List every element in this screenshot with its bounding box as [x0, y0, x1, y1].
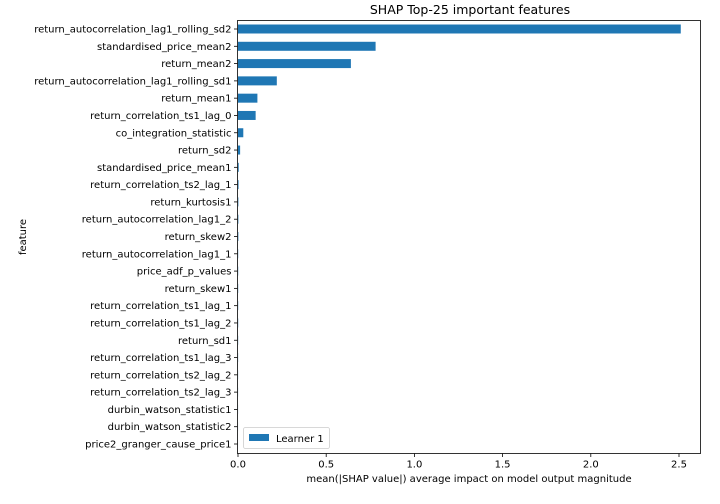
- x-tick-label: 0.5: [318, 460, 334, 471]
- bar-standardised-price-mean1: [238, 162, 239, 172]
- y-tick-label: return_autocorrelation_lag1_rolling_sd1: [34, 76, 231, 87]
- x-tick-label: 2.5: [671, 460, 687, 471]
- y-tick-label: return_sd2: [178, 146, 232, 157]
- y-tick-label: return_correlation_ts1_lag_3: [90, 353, 231, 364]
- chart-title: SHAP Top-25 important features: [370, 2, 570, 17]
- x-axis-label: mean(|SHAP value|) average impact on mod…: [306, 474, 631, 485]
- y-tick-label: return_autocorrelation_lag1_2: [82, 215, 232, 226]
- bar-return-mean1: [238, 93, 258, 103]
- y-tick-label: standardised_price_mean1: [97, 163, 231, 174]
- y-tick-label: return_correlation_ts2_lag_1: [90, 180, 231, 191]
- y-tick-label: price_adf_p_values: [137, 267, 232, 278]
- y-tick-label: return_correlation_ts2_lag_2: [90, 370, 231, 381]
- plot-frame: [237, 20, 701, 454]
- bar-return-sd2: [238, 145, 241, 155]
- x-axis-ticks: 0.0 0.5 1.0 1.5 2.0 2.5: [230, 453, 687, 471]
- x-tick-label: 1.5: [495, 460, 511, 471]
- y-tick-label: return_correlation_ts1_lag_0: [90, 111, 231, 122]
- y-tick-label: return_skew2: [165, 232, 232, 243]
- legend-swatch: [249, 434, 269, 441]
- y-tick-label: durbin_watson_statistic1: [108, 405, 232, 416]
- bar-return-correlation-ts2-lag-1: [238, 180, 239, 190]
- y-tick-label: standardised_price_mean2: [97, 42, 231, 53]
- y-tick-label: return_kurtosis1: [150, 197, 231, 208]
- legend-entry-learner-1: Learner 1: [276, 434, 324, 445]
- y-tick-label: return_sd1: [178, 336, 232, 347]
- x-tick-label: 2.0: [583, 460, 599, 471]
- y-axis-label: feature: [18, 219, 29, 255]
- y-tick-label: co_integration_statistic: [116, 128, 232, 139]
- bar-return-autocorrelation-lag1-rolling-sd2: [238, 24, 681, 34]
- y-axis-ticks: return_autocorrelation_lag1_rolling_sd2s…: [34, 25, 238, 451]
- bar-return-autocorrelation-lag1-rolling-sd1: [238, 76, 277, 86]
- x-tick-label: 1.0: [406, 460, 422, 471]
- y-tick-label: return_skew1: [165, 284, 232, 295]
- bar-standardised-price-mean2: [238, 41, 376, 51]
- y-tick-label: return_correlation_ts1_lag_1: [90, 301, 231, 312]
- y-tick-label: return_autocorrelation_lag1_rolling_sd2: [34, 25, 231, 36]
- y-tick-label: return_correlation_ts2_lag_3: [90, 388, 231, 399]
- bar-return-correlation-ts1-lag-0: [238, 110, 256, 120]
- y-tick-label: return_autocorrelation_lag1_1: [82, 249, 232, 260]
- legend-box: [243, 427, 330, 449]
- bar-co-integration-statistic: [238, 128, 244, 138]
- y-tick-label: price2_granger_cause_price1: [85, 440, 231, 451]
- bars-group: [238, 24, 681, 449]
- bar-return-mean2: [238, 59, 351, 69]
- legend: Learner 1: [243, 427, 330, 449]
- x-tick-label: 0.0: [230, 460, 246, 471]
- y-tick-label: return_mean1: [161, 94, 231, 105]
- y-tick-label: return_mean2: [161, 59, 231, 70]
- y-tick-label: return_correlation_ts1_lag_2: [90, 318, 231, 329]
- y-tick-label: durbin_watson_statistic2: [108, 422, 232, 433]
